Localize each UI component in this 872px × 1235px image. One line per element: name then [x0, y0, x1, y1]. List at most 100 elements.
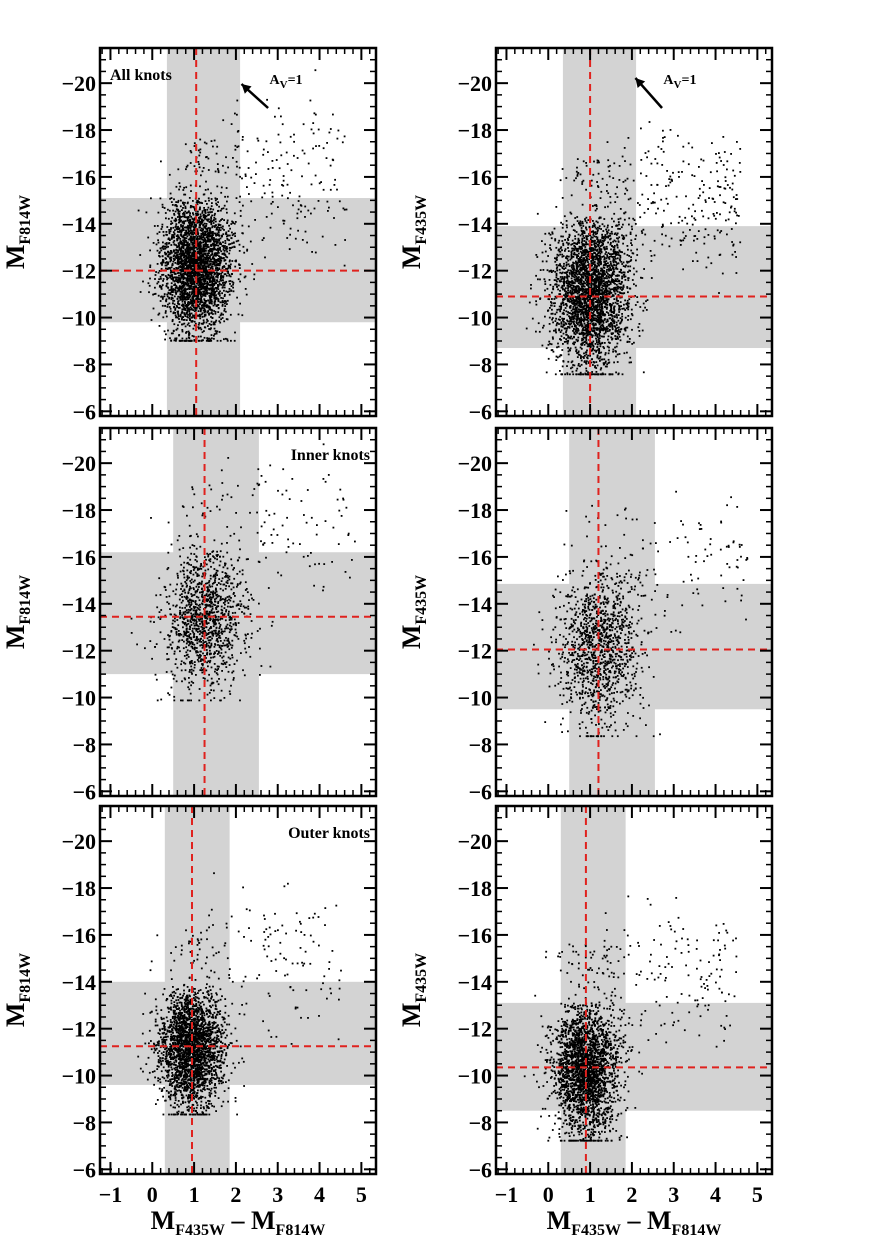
- data-point: [601, 280, 604, 283]
- data-point: [180, 231, 183, 234]
- data-point: [610, 262, 612, 265]
- data-point: [567, 294, 570, 297]
- data-point: [313, 112, 316, 115]
- data-point: [194, 252, 196, 255]
- data-point: [590, 350, 593, 352]
- data-point: [586, 274, 589, 276]
- data-point: [193, 280, 196, 283]
- data-point: [571, 360, 574, 363]
- data-point: [573, 343, 575, 346]
- data-point: [198, 201, 201, 204]
- data-point: [223, 281, 226, 284]
- data-point: [703, 236, 706, 239]
- data-point: [198, 253, 201, 256]
- data-point: [628, 223, 630, 226]
- data-point: [577, 285, 579, 287]
- data-point: [608, 280, 611, 283]
- data-point: [190, 241, 193, 244]
- data-point: [610, 307, 613, 310]
- data-point: [174, 314, 177, 317]
- data-point: [205, 262, 208, 264]
- data-point: [189, 313, 191, 316]
- data-point: [208, 308, 211, 311]
- data-point: [294, 237, 297, 240]
- data-point: [196, 256, 199, 259]
- data-point: [164, 245, 167, 248]
- data-point: [200, 328, 203, 331]
- data-point: [211, 268, 214, 270]
- data-point: [213, 216, 216, 219]
- data-point: [577, 240, 580, 243]
- data-point: [173, 254, 176, 257]
- data-point: [668, 245, 671, 248]
- data-point: [209, 306, 211, 309]
- data-point: [210, 284, 212, 287]
- data-point: [611, 265, 614, 268]
- data-point: [600, 367, 603, 369]
- data-point: [611, 294, 614, 296]
- data-point: [282, 184, 285, 187]
- data-point: [200, 251, 202, 254]
- data-point: [200, 215, 202, 218]
- data-point: [159, 197, 162, 200]
- data-point: [238, 267, 241, 269]
- data-point: [203, 303, 205, 305]
- data-point: [184, 251, 187, 254]
- data-point: [188, 310, 191, 313]
- data-point: [200, 234, 202, 237]
- data-point: [562, 360, 565, 362]
- data-point: [225, 290, 228, 293]
- data-point: [169, 289, 172, 291]
- data-point: [187, 336, 190, 339]
- data-point: [579, 321, 581, 324]
- data-point: [611, 217, 613, 220]
- data-point: [159, 247, 162, 250]
- data-point: [620, 226, 623, 229]
- data-point: [197, 293, 199, 296]
- data-point: [574, 280, 577, 282]
- data-point: [206, 278, 209, 280]
- data-point: [176, 298, 179, 300]
- data-point: [176, 272, 179, 275]
- data-point: [201, 271, 204, 273]
- data-point: [188, 230, 190, 232]
- data-point: [599, 360, 601, 362]
- data-point: [566, 282, 569, 285]
- data-point: [206, 318, 208, 321]
- data-point: [217, 231, 220, 234]
- data-point: [186, 253, 189, 256]
- data-point: [223, 284, 226, 286]
- data-point: [199, 262, 202, 264]
- data-point: [196, 240, 199, 243]
- data-point: [214, 238, 217, 241]
- data-point: [571, 320, 573, 323]
- data-point: [576, 311, 578, 314]
- data-point: [152, 293, 154, 296]
- data-point: [164, 212, 167, 214]
- data-point: [216, 204, 218, 206]
- data-point: [202, 258, 205, 260]
- data-point: [227, 272, 229, 274]
- data-point: [544, 232, 547, 235]
- data-point: [188, 278, 191, 280]
- data-point: [202, 216, 205, 219]
- data-point: [592, 283, 594, 285]
- data-point: [195, 286, 198, 289]
- data-point: [192, 309, 195, 311]
- data-point: [229, 259, 231, 262]
- data-point: [701, 180, 703, 182]
- data-point: [595, 373, 598, 376]
- data-point: [297, 200, 300, 202]
- data-point: [178, 227, 181, 230]
- data-point: [224, 171, 227, 174]
- data-point: [196, 203, 199, 206]
- data-point: [223, 245, 225, 248]
- data-point: [222, 119, 225, 122]
- data-point: [280, 154, 283, 157]
- data-point: [201, 250, 204, 253]
- data-point: [210, 294, 213, 296]
- data-point: [167, 245, 169, 248]
- data-point: [577, 308, 580, 311]
- data-point: [187, 268, 189, 271]
- data-point: [608, 287, 611, 290]
